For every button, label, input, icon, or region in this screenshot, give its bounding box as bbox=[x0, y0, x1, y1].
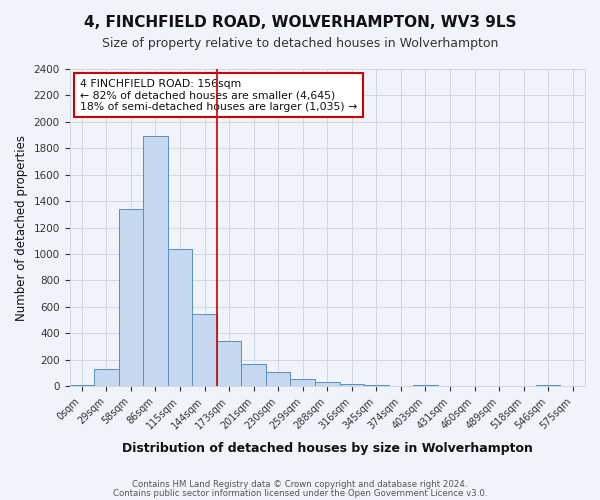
Text: Contains HM Land Registry data © Crown copyright and database right 2024.: Contains HM Land Registry data © Crown c… bbox=[132, 480, 468, 489]
Bar bbox=[290, 378, 315, 386]
Bar bbox=[266, 372, 290, 386]
Bar bbox=[70, 385, 94, 386]
Bar bbox=[536, 384, 560, 386]
Bar bbox=[119, 209, 143, 386]
Text: Contains public sector information licensed under the Open Government Licence v3: Contains public sector information licen… bbox=[113, 488, 487, 498]
X-axis label: Distribution of detached houses by size in Wolverhampton: Distribution of detached houses by size … bbox=[122, 442, 533, 455]
Bar bbox=[413, 385, 438, 386]
Text: 4 FINCHFIELD ROAD: 156sqm
← 82% of detached houses are smaller (4,645)
18% of se: 4 FINCHFIELD ROAD: 156sqm ← 82% of detac… bbox=[80, 78, 357, 112]
Text: 4, FINCHFIELD ROAD, WOLVERHAMPTON, WV3 9LS: 4, FINCHFIELD ROAD, WOLVERHAMPTON, WV3 9… bbox=[84, 15, 516, 30]
Bar bbox=[315, 382, 340, 386]
Text: Size of property relative to detached houses in Wolverhampton: Size of property relative to detached ho… bbox=[102, 38, 498, 51]
Bar bbox=[168, 248, 192, 386]
Bar bbox=[143, 136, 168, 386]
Bar bbox=[217, 341, 241, 386]
Bar bbox=[340, 384, 364, 386]
Bar bbox=[364, 384, 389, 386]
Bar bbox=[94, 369, 119, 386]
Bar bbox=[241, 364, 266, 386]
Y-axis label: Number of detached properties: Number of detached properties bbox=[15, 134, 28, 320]
Bar bbox=[192, 314, 217, 386]
